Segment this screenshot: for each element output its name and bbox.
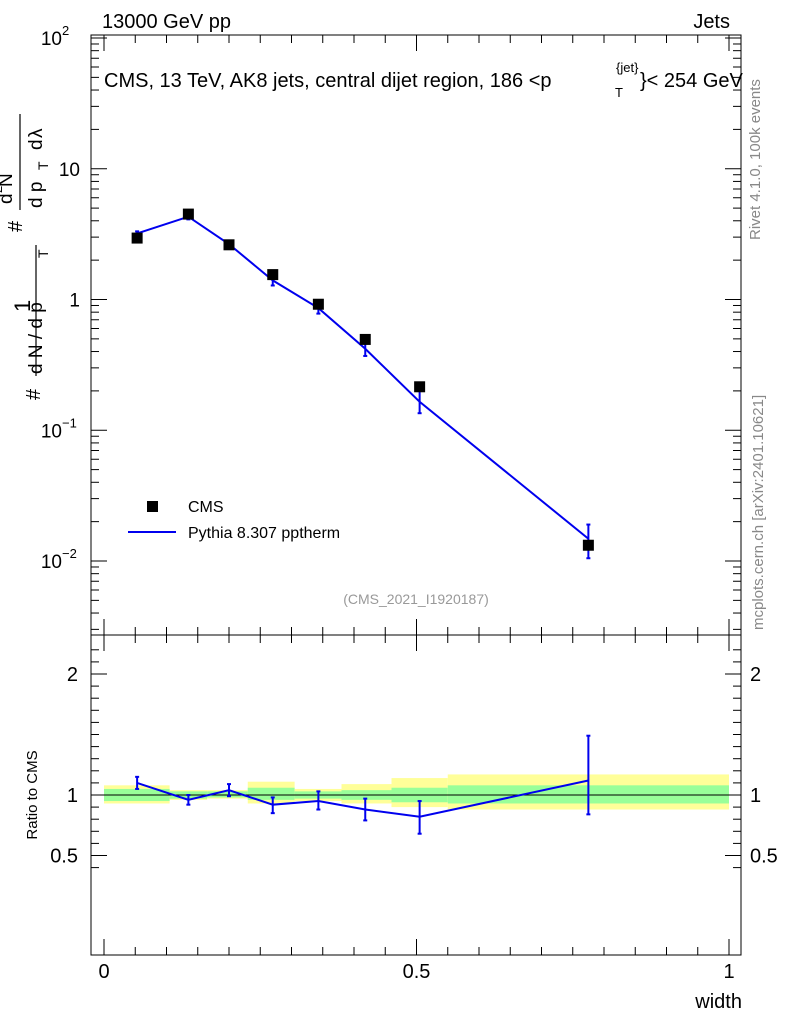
main-y-tick-label: 10 −2 [41, 546, 77, 573]
ylabel-hash: # [23, 388, 45, 400]
main-y-tick-label: 10 2 [41, 23, 69, 50]
legend-mc-label: Pythia 8.307 pptherm [188, 525, 340, 542]
ylabel-sub-t: T [35, 249, 51, 258]
rivet-label: Rivet 4.1.0, 100k events [747, 79, 764, 240]
ratio-y-ticks [91, 649, 741, 869]
mc-line [136, 215, 590, 540]
x-tick-label: 1 [723, 961, 734, 983]
x-tick-label: 0 [98, 961, 109, 983]
data-point-marker [223, 239, 235, 251]
ylabel-lambda: λ [26, 128, 47, 138]
ylabel-dp: d p [26, 182, 47, 208]
data-point-marker [131, 232, 143, 244]
ratio-y-tick-label-left: 1 [67, 785, 78, 807]
title-tail: }< 254 GeV [640, 70, 744, 92]
x-axis-title: width [694, 991, 742, 1013]
main-x-ticks [103, 35, 730, 635]
ratio-bands [104, 774, 729, 810]
main-y-tick-label: 10 [59, 160, 80, 181]
data-point-marker [267, 269, 279, 281]
header-right: Jets [693, 11, 730, 33]
header-left: 13000 GeV pp [102, 11, 231, 33]
x-tick-label: 0.5 [403, 961, 431, 983]
tick-base: 1 [69, 291, 80, 312]
ylabel-hash-2: # [5, 220, 27, 232]
ratio-y-tick-label-left: 2 [67, 664, 78, 686]
data-point-marker [582, 539, 594, 551]
main-y-tick-label: 1 [69, 291, 80, 312]
data-markers [131, 208, 594, 551]
main-title: CMS, 13 TeV, AK8 jets, central dijet reg… [104, 60, 744, 100]
analysis-watermark: (CMS_2021_I1920187) [343, 591, 489, 607]
ylabel-one: 1 [10, 300, 35, 312]
tick-exp: −2 [62, 546, 77, 561]
main-y-axis-title: # 1 d N / d p T # d 2 N d p T d λ [0, 114, 51, 400]
data-point-marker [182, 208, 194, 220]
ratio-panel: 0.5 0.51 12 2 0 0.5 1 Ratio to CMS width [24, 634, 778, 1013]
tick-base: 10 [59, 160, 80, 181]
ratio-y-axis-title: Ratio to CMS [24, 750, 41, 839]
main-y-tick-label: 10 −1 [41, 415, 77, 442]
title-sub: T [615, 85, 623, 100]
mcplots-label: mcplots.cern.ch [arXiv:2401.10621] [750, 395, 767, 630]
ylabel-N: N [0, 173, 17, 187]
ylabel-dlam-d: d [26, 139, 47, 150]
title-text: CMS, 13 TeV, AK8 jets, central dijet reg… [104, 70, 552, 92]
legend-cms-label: CMS [188, 499, 224, 516]
ylabel-dN: d N / d p [26, 302, 47, 374]
tick-exp: −1 [62, 415, 77, 430]
ratio-y-tick-label-left: 0.5 [50, 846, 78, 868]
data-point-marker [414, 381, 426, 393]
main-frame [90, 34, 742, 636]
tick-base: 10 [41, 552, 62, 573]
ratio-x-ticks [103, 635, 730, 955]
ratio-y-tick-label-right: 0.5 [750, 846, 778, 868]
ratio-x-tick-labels: 0 0.5 1 [98, 961, 734, 983]
tick-exp: 2 [62, 23, 69, 38]
ylabel-d: d [0, 193, 17, 204]
title-sup: {jet} [616, 60, 639, 75]
legend: CMS Pythia 8.307 pptherm [128, 499, 340, 542]
tick-base: 10 [41, 29, 62, 50]
ylabel-sup2: 2 [0, 186, 5, 193]
ratio-y-tick-label-right: 1 [750, 785, 761, 807]
ylabel-sub-t-2: T [35, 161, 51, 170]
tick-base: 10 [41, 421, 62, 442]
data-point-marker [359, 333, 371, 345]
ratio-band-green [207, 791, 248, 798]
legend-cms-marker [147, 501, 158, 512]
ratio-band-green [247, 787, 295, 800]
ratio-y-tick-labels: 0.5 0.5 1 1 2 2 [50, 664, 778, 868]
ratio-line [136, 779, 589, 818]
main-y-ticks [91, 37, 741, 630]
data-point-marker [312, 298, 324, 310]
ratio-y-tick-label-right: 2 [750, 664, 761, 686]
